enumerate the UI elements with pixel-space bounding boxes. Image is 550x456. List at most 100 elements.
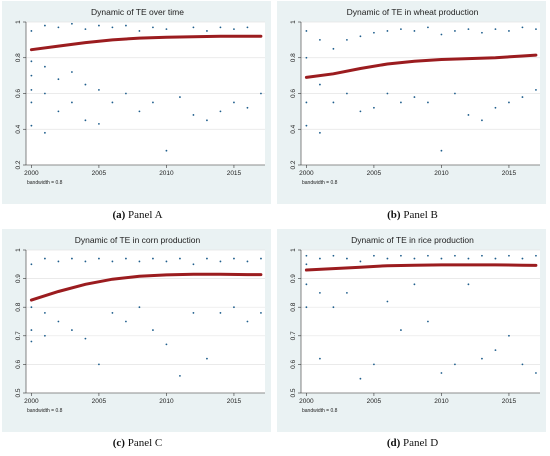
chart-b-y-tick-label: 0.8 — [290, 53, 297, 62]
chart-c-y-tick-label: 0.7 — [15, 331, 22, 340]
chart-b-y-tick-label: 0.2 — [290, 160, 297, 169]
chart-b-data-point — [535, 89, 537, 91]
chart-c-x-tick-label: 2005 — [92, 398, 107, 405]
chart-a-data-point — [98, 24, 100, 27]
chart-c-bandwidth-note: bandwidth = 0.8 — [27, 408, 63, 414]
caption-b-label: (b) — [387, 209, 401, 221]
chart-a-data-point — [71, 22, 73, 25]
chart-b-data-point — [400, 28, 402, 31]
chart-c-data-point — [165, 343, 168, 346]
chart-a-data-point — [233, 101, 235, 104]
chart-b-data-point — [373, 31, 375, 34]
chart-a-data-point — [219, 26, 222, 29]
chart-d-data-point — [413, 257, 416, 260]
chart-c-x-tick-label: 2010 — [159, 398, 174, 405]
chart-b-data-point — [319, 131, 321, 134]
chart-c-data-point — [233, 306, 235, 309]
chart-d-bandwidth-note: bandwidth = 0.8 — [302, 408, 338, 414]
chart-a-y-tick-label: 0.4 — [15, 124, 22, 133]
chart-d-y-tick-label: 1 — [290, 248, 297, 252]
chart-a-data-point — [84, 119, 87, 122]
chart-b-data-point — [481, 31, 483, 34]
chart-d-y-tick-label: 0.7 — [290, 331, 297, 340]
chart-a-data-point — [192, 26, 195, 29]
chart-c-title: Dynamic of TE in corn production — [75, 235, 201, 245]
chart-b-data-point — [427, 26, 429, 29]
chart-a-data-point — [165, 28, 168, 31]
chart-c-y-tick-label: 0.6 — [15, 360, 22, 369]
chart-b-data-point — [427, 101, 429, 104]
chart-b-data-point — [535, 28, 537, 31]
chart-b-data-point — [319, 38, 321, 41]
chart-a-data-point — [152, 101, 154, 104]
chart-a-data-point — [57, 110, 60, 113]
chart-c-data-point — [179, 257, 181, 260]
chart-c-data-point — [179, 374, 181, 377]
chart-c-y-tick-label: 0.8 — [15, 302, 22, 311]
chart-b-data-point — [481, 119, 483, 122]
chart-c-data-point — [30, 340, 33, 343]
chart-panel-d: Dynamic of TE in rice production 0.5 0.6 0.… — [275, 228, 550, 456]
chart-d-data-point — [400, 329, 402, 331]
chart-d-y-tick-label: 0.9 — [290, 274, 297, 283]
chart-a-title: Dynamic of TE over time — [91, 7, 184, 17]
chart-b-x-tick-label: 2005 — [367, 170, 382, 177]
chart-d-data-point — [346, 257, 348, 260]
chart-c-data-point — [246, 260, 249, 263]
chart-d-data-point — [359, 377, 362, 380]
chart-a-bandwidth-note: bandwidth = 0.8 — [27, 180, 63, 186]
chart-b-data-point — [346, 38, 348, 41]
chart-d-data-point — [386, 300, 389, 303]
chart-d-data-point — [508, 334, 510, 337]
chart-b-fit-line — [304, 53, 538, 79]
chart-c-y-tick-label: 0.5 — [15, 388, 22, 397]
chart-d-data-point — [305, 263, 308, 266]
chart-d-data-point — [427, 254, 429, 257]
chart-d-data-point — [521, 257, 524, 260]
chart-a-data-point — [165, 149, 168, 152]
chart-c-data-point — [98, 363, 100, 366]
chart-a-data-point — [44, 131, 46, 134]
chart-a-data-point — [111, 26, 114, 29]
chart-c-data-point — [138, 260, 141, 263]
chart-a-data-point — [71, 71, 73, 73]
chart-d-data-point — [535, 372, 537, 374]
chart-a-data-point — [84, 28, 87, 31]
chart-c-data-point — [260, 257, 262, 260]
chart-d-data-point — [319, 292, 321, 294]
chart-b-data-point — [440, 33, 443, 36]
chart-d-data-point — [494, 349, 497, 351]
caption-a: (a) Panel A — [0, 209, 275, 221]
chart-b-data-point — [332, 101, 335, 104]
chart-c-y-tick-label: 1 — [15, 248, 22, 252]
chart-b-data-point — [319, 83, 321, 86]
caption-d-label: (d) — [386, 437, 401, 449]
chart-a-data-point — [206, 30, 208, 32]
chart-d-x-tick-label: 2000 — [299, 398, 314, 405]
chart-d-y-tick-label: 0.8 — [290, 302, 297, 311]
chart-c-y-tick-label: 0.9 — [15, 274, 22, 283]
chart-d-fit-line — [304, 263, 538, 272]
chart-d-data-point — [373, 363, 375, 366]
chart-c-data-point — [219, 312, 222, 314]
chart-d-data-point — [535, 254, 537, 257]
chart-c-data-point — [206, 257, 208, 260]
chart-d-data-point — [440, 257, 443, 260]
chart-d-data-point — [454, 363, 456, 366]
chart-b-data-point — [454, 92, 456, 95]
chart-d-data-point — [332, 254, 335, 257]
chart-a-data-point — [30, 30, 33, 32]
chart-b-data-point — [386, 30, 389, 32]
chart-d-data-point — [521, 363, 524, 366]
chart-c-data-point — [44, 312, 46, 314]
chart-c-data-point — [111, 260, 114, 263]
chart-a-data-point — [246, 26, 249, 29]
chart-a-data-point — [57, 78, 60, 81]
chart-c-svg: Dynamic of TE in corn production 0.5 0.6 0.… — [2, 229, 271, 432]
chart-b-y-tick-label: 0.6 — [290, 89, 297, 98]
chart-c-data-point — [246, 320, 249, 323]
chart-c-fit-line — [29, 272, 263, 302]
caption-c-label: (c) — [112, 437, 125, 449]
chart-d-x-tick-label: 2015 — [502, 398, 517, 405]
chart-c-x-tick-label: 2000 — [24, 398, 39, 405]
